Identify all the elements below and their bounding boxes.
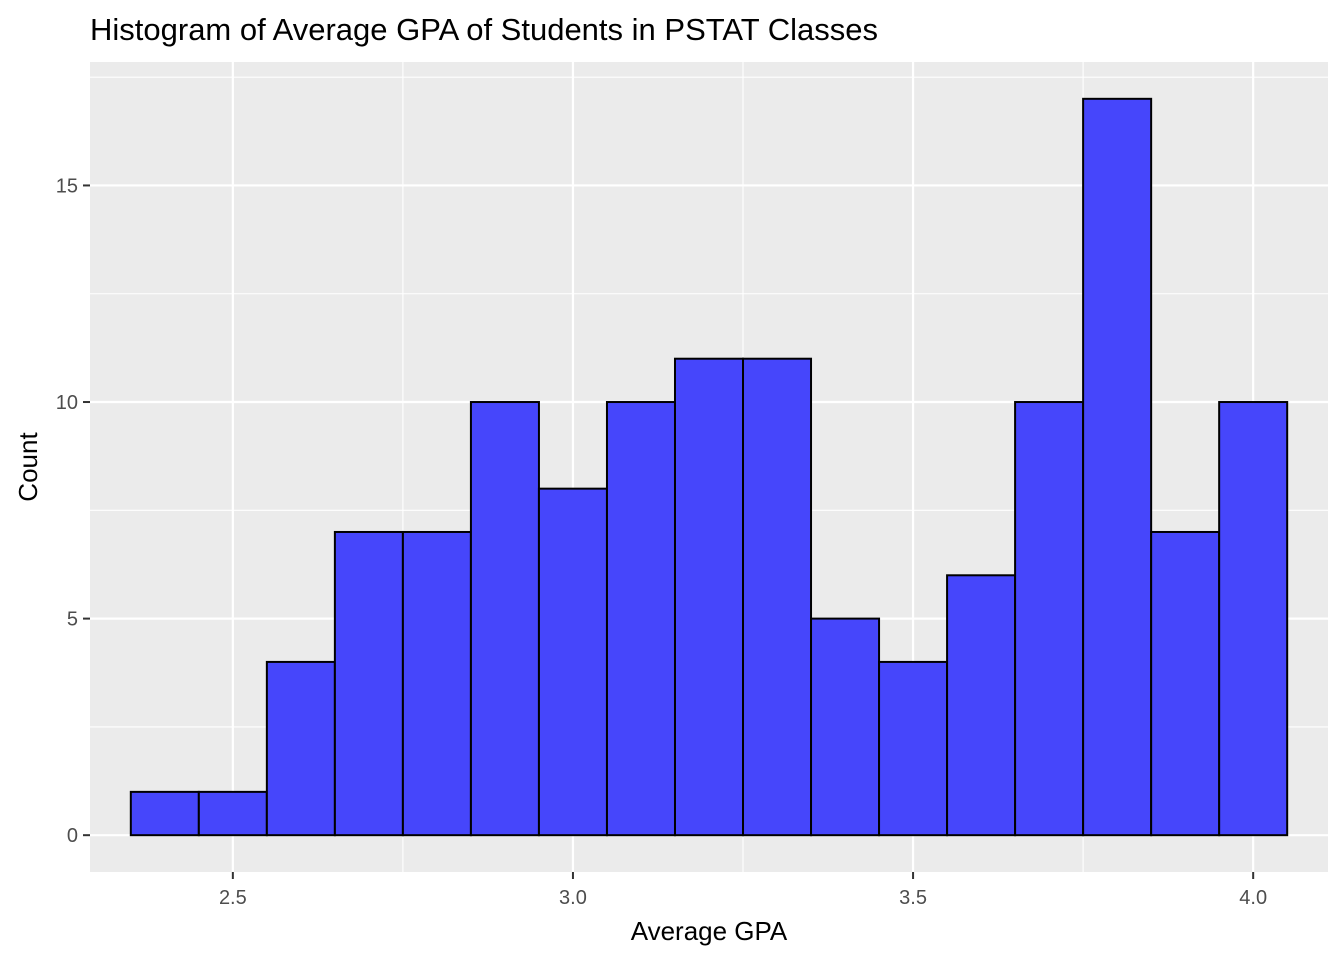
x-tick-label: 3.5 [899, 887, 927, 909]
histogram-bar [469, 401, 540, 837]
histogram-bar [333, 530, 404, 837]
histogram-bar [265, 660, 336, 837]
x-axis-ticks: 2.5 3.0 3.5 4.0 [219, 872, 1267, 909]
histogram-bar [1014, 401, 1085, 837]
histogram-bar [742, 357, 813, 837]
histogram-bar [537, 487, 608, 837]
histogram-bar [605, 401, 676, 837]
y-axis-ticks: 0 5 10 15 [56, 175, 90, 847]
y-tick-label: 0 [67, 825, 78, 847]
histogram-bar [1082, 97, 1153, 837]
histogram-bar [673, 357, 745, 837]
histogram-bar [197, 790, 268, 837]
chart-title: Histogram of Average GPA of Students in … [90, 12, 878, 47]
histogram-bar [401, 530, 472, 837]
histogram-bar [946, 574, 1017, 837]
histogram-bar [878, 660, 949, 837]
histogram-bars [129, 97, 1289, 837]
x-tick-label: 2.5 [219, 887, 247, 909]
x-tick-label: 4.0 [1239, 887, 1267, 909]
y-tick-label: 10 [56, 392, 78, 414]
histogram-bar [129, 790, 200, 837]
histogram-bar [810, 617, 881, 837]
histogram-bar [1218, 401, 1289, 837]
y-tick-label: 15 [56, 175, 78, 197]
y-axis-title: Count [13, 432, 43, 502]
y-tick-label: 5 [67, 609, 78, 631]
x-tick-label: 3.0 [559, 887, 587, 909]
x-axis-title: Average GPA [631, 916, 788, 946]
histogram-bar [1150, 530, 1221, 837]
